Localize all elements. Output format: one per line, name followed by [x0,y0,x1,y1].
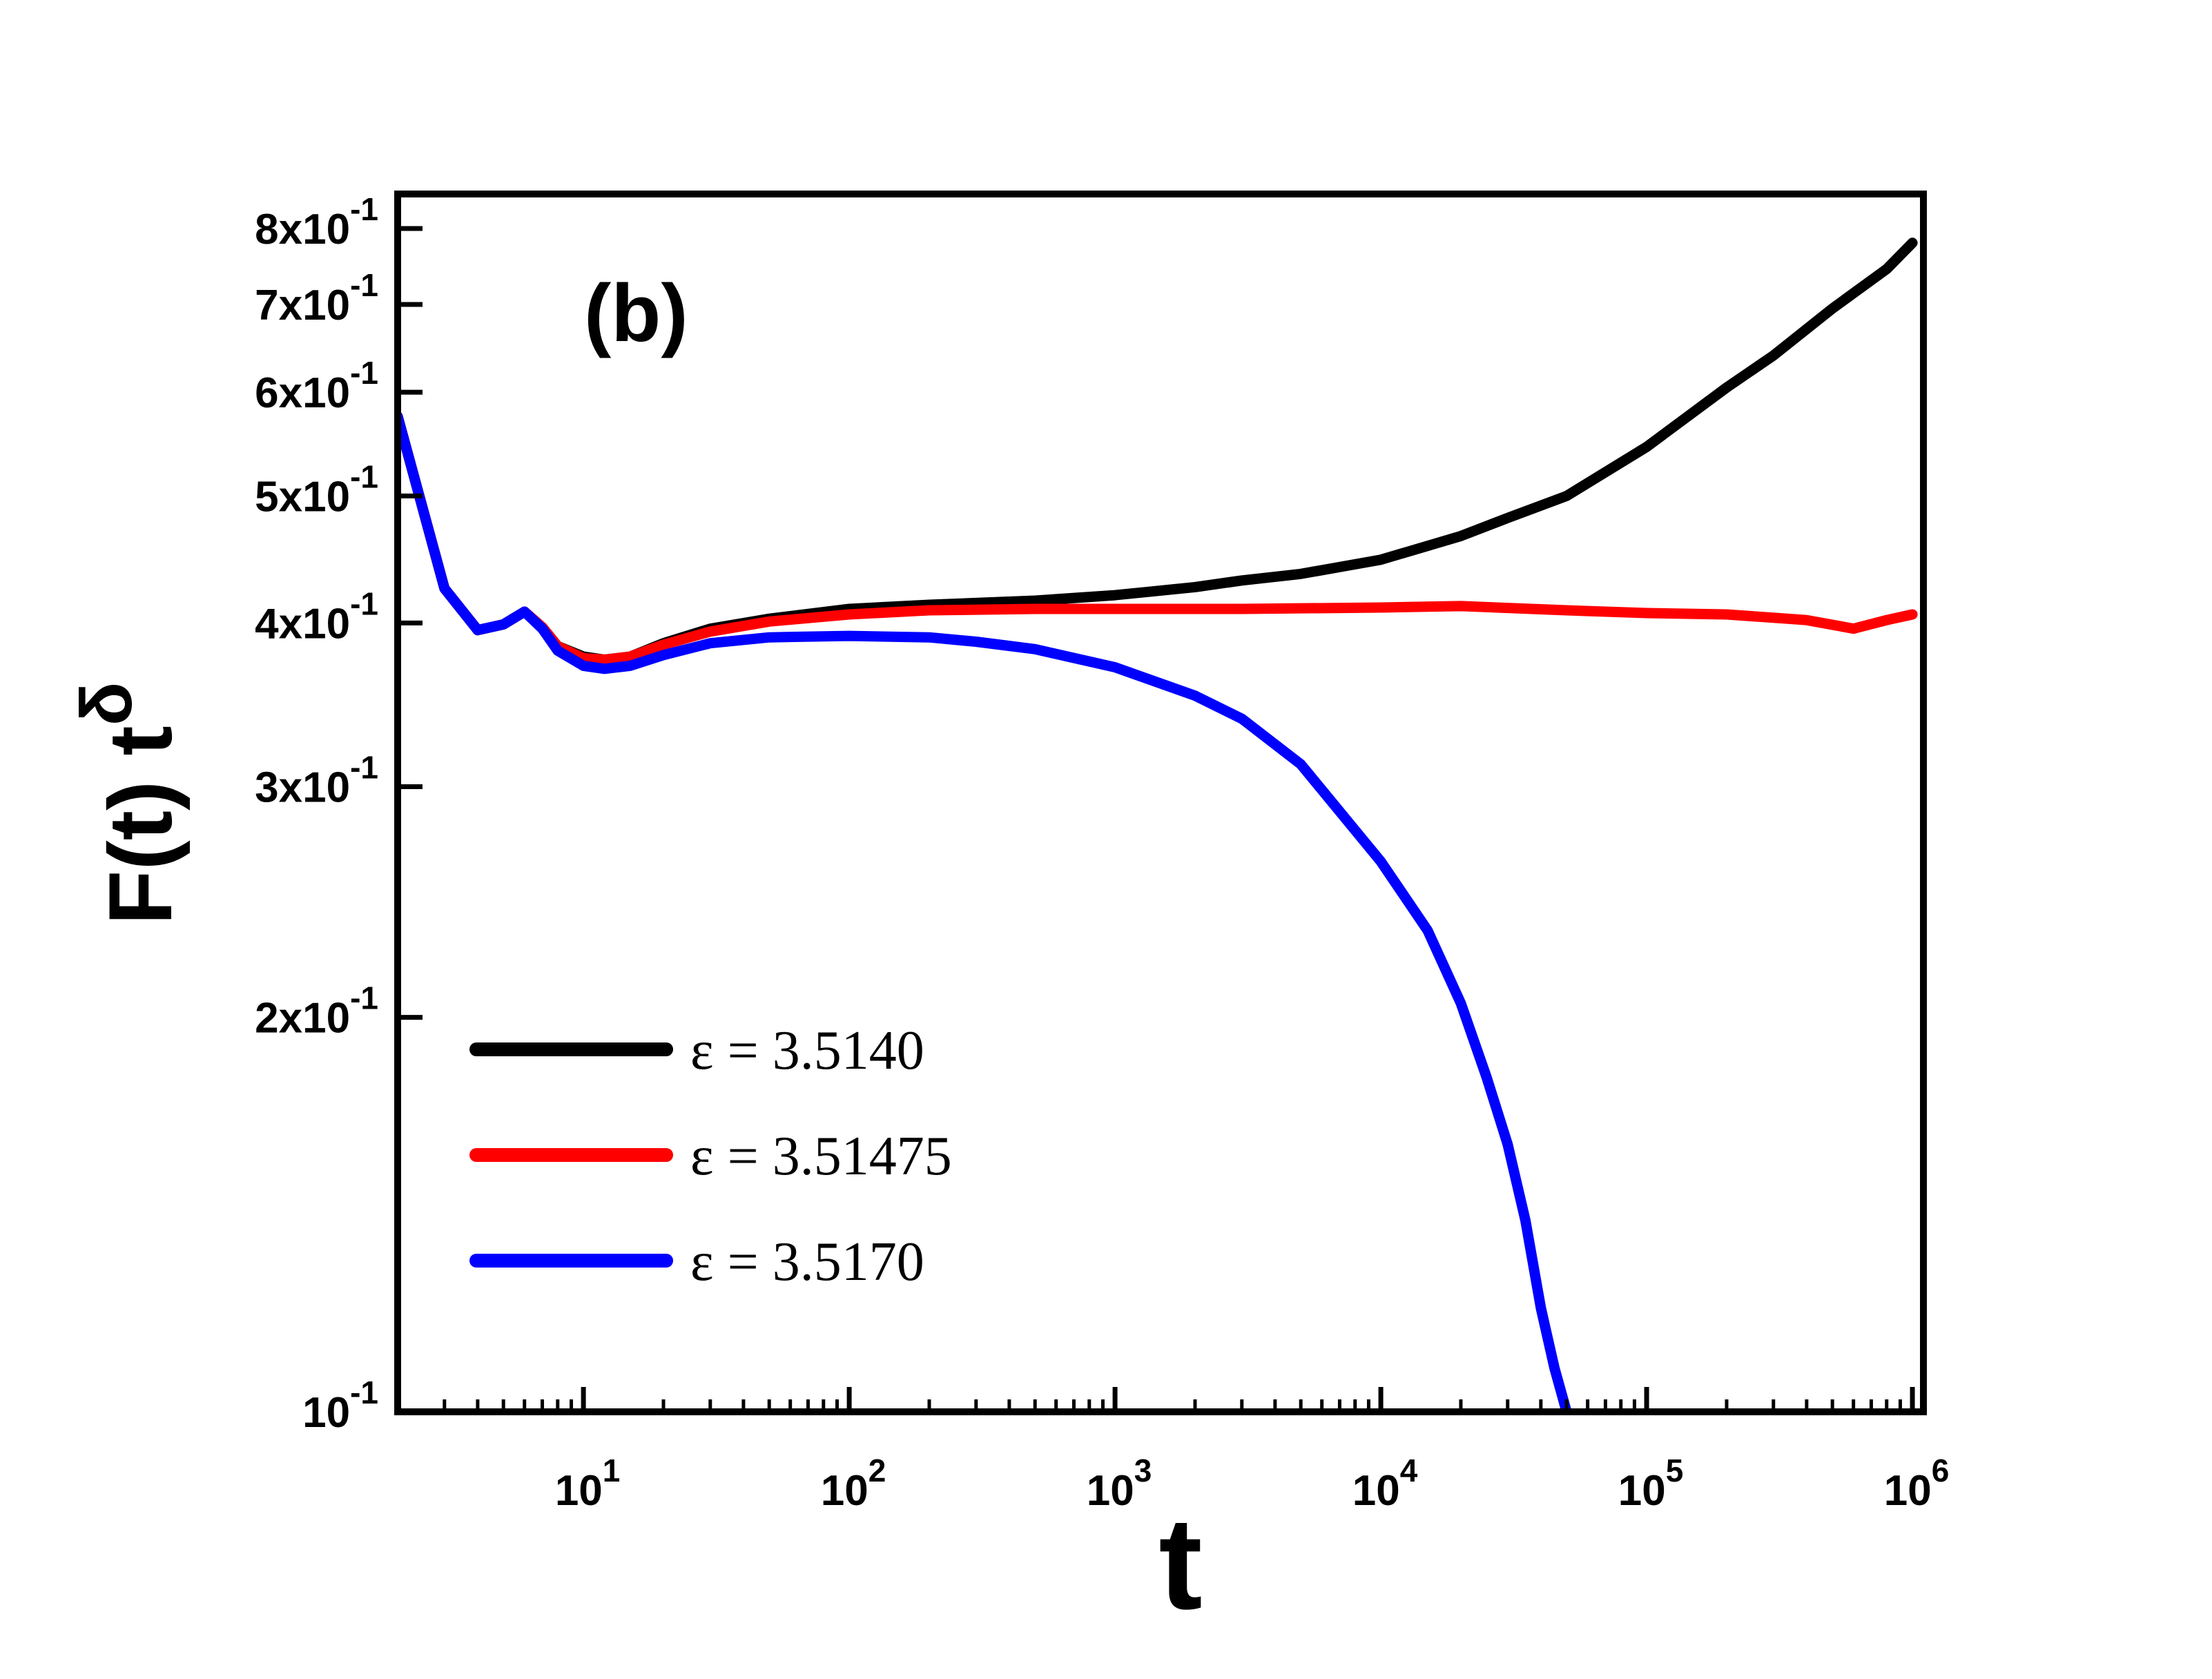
x-tick-label-exponent: 2 [869,1453,886,1488]
legend-label-3: ε = 3.5170 [690,1232,924,1292]
y-tick-label-base: 5x10 [255,473,350,521]
x-tick-label: 103 [1087,1453,1152,1515]
y-tick-label: 5x10-1 [255,458,378,521]
x-tick-label: 102 [821,1453,886,1515]
x-tick-label-base: 10 [1352,1467,1400,1515]
y-tick-label: 3x10-1 [255,749,378,811]
y-tick-label: 4x10-1 [255,585,378,648]
legend: ε = 3.5140 ε = 3.51475 ε = 3.5170 [469,1020,952,1292]
x-axis-label: t [1158,1491,1202,1637]
y-tick-label: 8x10-1 [255,191,378,253]
series-layer [398,237,1918,1412]
x-tick-label: 101 [555,1453,621,1515]
svg-text:F(t) tδ: F(t) tδ [66,682,191,925]
series-line-3 [398,411,1572,1412]
y-axis-label-main: F(t) t [90,726,191,925]
y-tick-label-exponent: -1 [350,267,378,303]
x-tick-label-exponent: 5 [1666,1453,1684,1488]
y-tick-label-exponent: -1 [350,191,378,227]
x-tick-label: 106 [1884,1453,1950,1515]
x-tick-label-exponent: 1 [603,1453,621,1488]
y-tick-label-base: 7x10 [255,282,350,329]
x-tick-label-exponent: 6 [1932,1453,1950,1488]
x-tick-label-base: 10 [1087,1467,1134,1515]
x-tick-label-base: 10 [821,1467,869,1515]
y-tick-label: 2x10-1 [255,980,378,1042]
y-tick-label-base: 3x10 [255,764,350,811]
y-tick-label-base: 6x10 [255,369,350,417]
y-tick-label-base: 10 [302,1389,350,1437]
y-axis-label-superscript: δ [66,682,147,726]
x-tick-label-exponent: 4 [1400,1453,1418,1488]
x-tick-label-exponent: 3 [1134,1453,1152,1488]
y-tick-label-base: 8x10 [255,206,350,253]
series-line-2 [398,411,1918,665]
legend-label-1: ε = 3.5140 [690,1020,924,1081]
panel-label: (b) [584,268,688,359]
y-tick-label-base: 4x10 [255,600,350,648]
x-tick-label: 105 [1618,1453,1684,1515]
y-tick-label-exponent: -1 [350,749,378,785]
y-tick-label: 7x10-1 [255,267,378,329]
y-tick-label-exponent: -1 [350,355,378,391]
y-tick-label-exponent: -1 [350,980,378,1016]
y-tick-label: 10-1 [302,1375,378,1437]
legend-label-2: ε = 3.51475 [690,1126,952,1187]
y-axis: 10-12x10-13x10-14x10-15x10-16x10-17x10-1… [255,191,423,1437]
x-tick-label-base: 10 [555,1467,603,1515]
x-tick-label-base: 10 [1884,1467,1932,1515]
y-tick-label-exponent: -1 [350,585,378,621]
y-axis-label: F(t) tδ [66,682,191,925]
y-tick-label-base: 2x10 [255,995,350,1042]
x-axis: 101 102 103 104 105 106 [396,1387,1950,1515]
y-tick-label-exponent: -1 [350,1375,378,1410]
y-tick-label: 6x10-1 [255,355,378,417]
plot-frame [394,191,1927,1415]
x-tick-label-base: 10 [1618,1467,1666,1515]
y-tick-label-exponent: -1 [350,458,378,494]
x-tick-label: 104 [1352,1453,1418,1515]
